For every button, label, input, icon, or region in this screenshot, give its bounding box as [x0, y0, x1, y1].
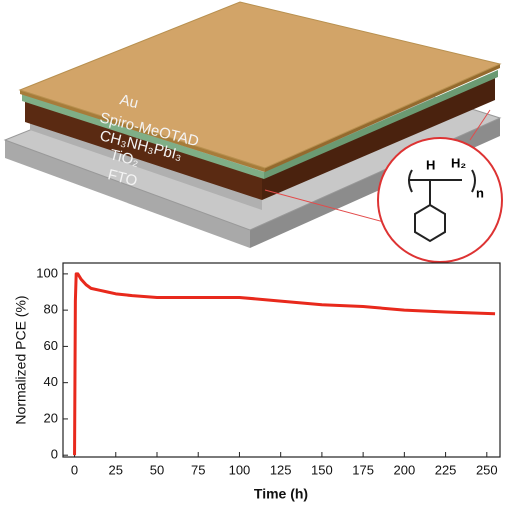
y-tick-label: 80	[44, 302, 58, 317]
x-tick-label: 125	[270, 462, 292, 477]
au-edge	[20, 90, 265, 172]
y-tick-label: 60	[44, 338, 58, 353]
fto-front	[5, 140, 250, 248]
y-tick-label: 0	[51, 447, 58, 462]
au-top	[18, 1, 502, 169]
molecule-circle	[377, 137, 503, 263]
x-tick-label: 200	[394, 462, 416, 477]
spiro-layer	[22, 94, 264, 179]
y-tick-label: 20	[44, 410, 58, 425]
spiro-side	[264, 70, 498, 179]
x-tick-label: 225	[435, 462, 457, 477]
layer-label: FTO	[106, 166, 139, 190]
y-tick-label: 100	[36, 265, 58, 280]
x-tick-label: 50	[150, 462, 164, 477]
data-line	[73, 272, 496, 456]
y-axis-label: Normalized PCE (%)	[13, 295, 29, 424]
x-tick-label: 75	[191, 462, 205, 477]
callout-line	[469, 109, 491, 141]
x-tick-label: 250	[476, 462, 498, 477]
y-tick-label: 40	[44, 374, 58, 389]
x-tick-label: 25	[109, 462, 123, 477]
bracket	[408, 169, 476, 193]
perovskite-front	[25, 100, 262, 200]
x-tick-label: 150	[311, 462, 333, 477]
subscript-n: n	[476, 185, 484, 200]
x-tick-label: 0	[71, 462, 78, 477]
layer-label: TiO₂	[108, 146, 141, 170]
atom-label: H₂	[451, 155, 466, 170]
callout-line	[264, 189, 396, 226]
x-axis-label: Time (h)	[254, 486, 308, 502]
atom-label: H	[426, 157, 435, 172]
au-side	[265, 64, 500, 172]
x-tick-label: 175	[352, 462, 374, 477]
perovskite-side	[262, 78, 495, 200]
plot-frame	[62, 262, 501, 458]
benzene-ring	[414, 203, 446, 243]
x-tick-label: 100	[229, 462, 251, 477]
chart: Normalized PCE (%) Time (h)	[13, 295, 308, 501]
molecule: H H₂ n	[377, 137, 503, 263]
layer-label: Au	[118, 91, 140, 112]
device-schematic: Au Spiro-MeOTAD CH₃NH₃PbI₃ TiO₂ FTO	[3, 1, 502, 248]
